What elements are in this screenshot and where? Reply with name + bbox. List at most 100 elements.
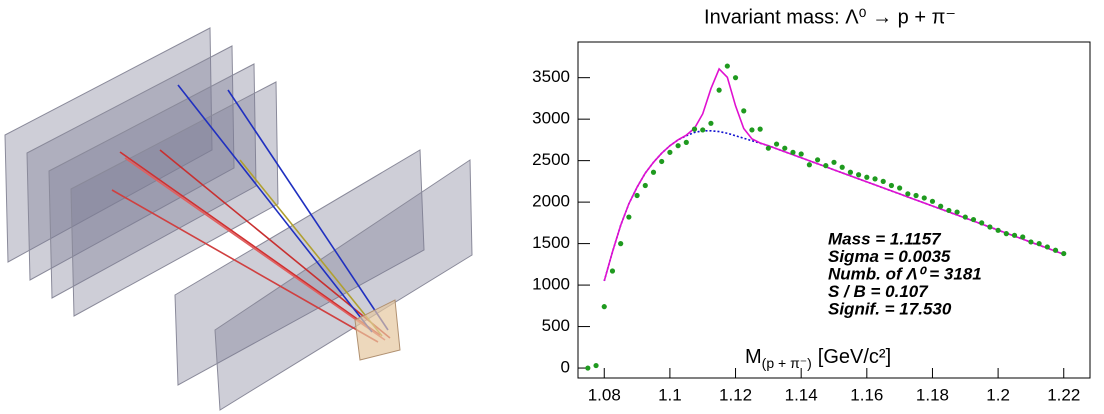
track [124, 157, 386, 341]
data-point [897, 185, 903, 191]
detector-plane [48, 63, 257, 299]
detector-plane [4, 27, 213, 263]
data-point [724, 63, 730, 69]
x-tick-label: 1.16 [850, 385, 883, 404]
x-axis-label: M(p + π⁻) [GeV/c²] [745, 346, 891, 370]
track [111, 189, 379, 343]
y-tick-label: 3000 [532, 109, 570, 128]
data-point [1028, 239, 1034, 245]
detector-plane [174, 149, 425, 386]
data-point [749, 127, 755, 133]
x-tick-label: 1.18 [916, 385, 949, 404]
track [119, 151, 381, 336]
detector-view [4, 27, 473, 411]
data-point [1061, 250, 1067, 257]
data-point [634, 192, 640, 199]
fit-annotation: Mass = 1.1157 [828, 229, 942, 248]
x-axis-label-unit: [GeV/c²] [818, 346, 891, 368]
track [239, 159, 383, 337]
data-point [732, 75, 739, 81]
data-point [954, 209, 960, 215]
data-point [806, 162, 812, 168]
data-point [1044, 244, 1050, 250]
data-point [700, 127, 706, 133]
data-point [659, 158, 665, 165]
x-tick-label: 1.2 [986, 385, 1010, 404]
data-point [1003, 231, 1009, 237]
x-axis-label-main: M [745, 346, 762, 368]
data-point [585, 365, 591, 371]
chart-title: Invariant mass: Λ⁰ → p + π⁻ [704, 6, 956, 28]
data-point [839, 164, 845, 170]
data-point [683, 139, 689, 145]
y-tick-label: 1500 [532, 233, 570, 252]
data-point [1036, 241, 1042, 247]
data-point [601, 304, 607, 310]
data-point [888, 182, 895, 189]
y-tick-label: 3500 [532, 67, 570, 86]
y-tick-label: 1000 [532, 275, 570, 294]
data-point [856, 172, 862, 178]
fit-annotation: Sigma = 0.0035 [828, 247, 951, 266]
data-point [814, 157, 821, 163]
data-point [790, 149, 796, 155]
data-point [921, 195, 927, 201]
data-point [1011, 232, 1018, 238]
data-point [593, 362, 599, 369]
track [177, 84, 373, 333]
data-point [642, 182, 648, 189]
detector-plane [26, 45, 235, 281]
data-point [609, 268, 616, 274]
fit-annotation: Signif. = 17.530 [828, 299, 952, 318]
x-tick-label: 1.12 [719, 385, 752, 404]
data-point [946, 207, 952, 214]
x-tick-label: 1.14 [785, 385, 818, 404]
data-point [798, 151, 804, 157]
y-tick-label: 0 [561, 358, 570, 377]
data-point [691, 126, 698, 132]
data-point [864, 174, 870, 180]
track [227, 89, 389, 331]
data-point [962, 214, 968, 220]
fit-annotation: Numb. of Λ⁰ = 3181 [828, 264, 982, 283]
data-point [831, 159, 837, 165]
data-point [979, 220, 985, 226]
data-point [708, 120, 714, 126]
data-point [880, 178, 886, 184]
data-point [929, 198, 936, 204]
data-point [995, 227, 1001, 233]
data-point [650, 169, 657, 175]
detector-plane [70, 81, 279, 317]
data-point [782, 145, 788, 151]
data-point [1020, 234, 1026, 240]
data-point [667, 149, 673, 155]
vertex-detector [354, 299, 401, 361]
data-point [987, 224, 993, 230]
data-point [823, 163, 829, 169]
x-axis-label-sub: (p + π⁻) [762, 355, 812, 371]
data-point [773, 141, 780, 147]
x-tick-label: 1.08 [588, 385, 621, 404]
data-point [905, 191, 911, 197]
plot-frame [577, 41, 1091, 379]
fit-annotation: S / B = 0.107 [828, 282, 929, 301]
data-point [970, 216, 977, 223]
y-tick-label: 500 [542, 316, 570, 335]
data-point [716, 87, 722, 93]
x-tick-label: 1.1 [658, 385, 682, 404]
data-point [675, 143, 681, 149]
detector-plane [214, 159, 473, 411]
data-point [1052, 247, 1059, 253]
data-point [741, 108, 747, 114]
data-point [626, 214, 632, 220]
data-point [757, 126, 763, 132]
x-tick-label: 1.22 [1047, 385, 1080, 404]
data-point [872, 176, 878, 182]
total-fit [603, 67, 1065, 282]
y-tick-label: 2000 [532, 192, 570, 211]
data-point [618, 241, 624, 247]
data-point [765, 145, 771, 151]
data-point [913, 192, 919, 199]
